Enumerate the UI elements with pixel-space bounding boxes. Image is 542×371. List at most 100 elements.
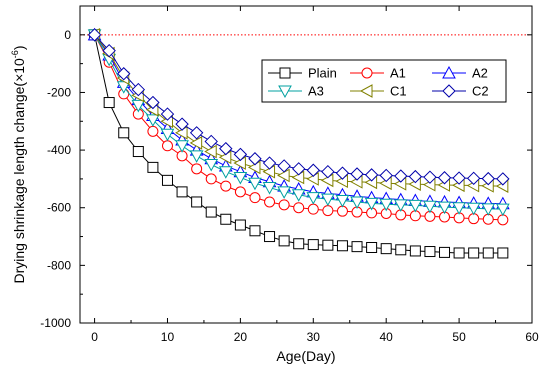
data-point-a3: [452, 202, 466, 215]
data-point-plain: [468, 247, 480, 259]
data-point-c2: [394, 169, 408, 183]
data-point-plain: [191, 196, 203, 208]
legend-marker: [279, 67, 291, 79]
legend-marker: [361, 67, 373, 79]
data-point-plain: [205, 206, 217, 218]
data-point-c2: [277, 159, 291, 173]
legend-marker: [442, 84, 456, 98]
data-point-a3: [495, 203, 510, 217]
data-point-c2: [364, 168, 379, 182]
data-point-c2: [423, 170, 437, 184]
data-point-plain: [176, 186, 188, 198]
data-point-c2: [262, 156, 277, 170]
data-point-c2: [350, 167, 364, 181]
legend: Plain A1 A2 A3 C1 C2: [261, 59, 507, 103]
data-point-c2: [496, 172, 510, 186]
data-point-plain: [293, 238, 305, 250]
data-point-a1: [307, 203, 319, 215]
data-point-c2: [189, 126, 204, 140]
y-axis-title-main: Drying shrinkage length change(×10: [11, 58, 27, 284]
data-point-plain: [278, 235, 290, 247]
data-point-a3: [481, 203, 496, 216]
legend-label: C2: [472, 84, 489, 99]
data-point-a3: [175, 140, 189, 153]
data-point-c2: [481, 171, 495, 186]
data-point-plain: [424, 246, 436, 258]
data-point-c2: [306, 163, 320, 177]
data-point-c2: [466, 171, 481, 186]
y-axis-title-exponent: -6: [10, 50, 20, 58]
data-point-c2: [102, 43, 116, 58]
data-point-c2: [117, 67, 131, 81]
data-point-a3: [437, 201, 452, 215]
data-point-a3: [262, 182, 277, 195]
legend-box: [261, 59, 507, 103]
data-point-a3: [466, 202, 481, 216]
legend-label: Plain: [308, 66, 337, 81]
data-point-a1: [278, 199, 290, 211]
data-point-c2: [292, 162, 306, 176]
legend-item-plain: Plain: [268, 66, 337, 81]
data-point-c2: [160, 107, 175, 121]
data-point-a1: [147, 125, 159, 137]
data-point-a3: [277, 186, 291, 199]
data-point-a3: [131, 99, 146, 113]
data-point-plain: [380, 243, 392, 255]
data-point-a3: [393, 199, 408, 212]
data-point-a1: [205, 173, 217, 185]
data-point-plain: [103, 97, 115, 109]
data-point-c2: [233, 147, 248, 162]
data-point-plain: [497, 247, 509, 259]
data-point-plain: [453, 247, 465, 259]
data-point-c1: [189, 136, 203, 150]
y-axis-title: Drying shrinkage length change(×10-6): [10, 46, 27, 284]
y-tick-label: 0: [64, 28, 71, 42]
data-point-plain: [336, 240, 348, 252]
series-plain: [89, 29, 509, 259]
data-point-c2: [131, 82, 146, 97]
plot-frame: [79, 5, 533, 324]
legend-marker: [278, 85, 292, 99]
data-point-a3: [423, 200, 437, 214]
y-axis-title-close: ): [11, 46, 27, 51]
data-point-c2: [335, 166, 350, 180]
data-point-a1: [322, 205, 334, 217]
data-point-a1: [264, 196, 276, 208]
data-point-a3: [379, 198, 394, 212]
data-point-plain: [351, 241, 363, 253]
data-point-a1: [234, 186, 246, 198]
data-point-c1: [204, 144, 217, 159]
data-point-plain: [409, 245, 421, 257]
y-tick-label: -600: [47, 201, 71, 215]
legend-item-c1: C1: [350, 84, 407, 99]
x-tick-label: 10: [161, 330, 175, 344]
x-tick-label: 40: [380, 330, 394, 344]
data-point-plain: [147, 161, 159, 173]
x-tick-label: 0: [91, 330, 98, 344]
data-point-a1: [161, 140, 173, 152]
data-point-a3: [364, 197, 379, 211]
data-point-c2: [87, 28, 102, 42]
data-point-a1: [336, 205, 348, 217]
legend-marker: [442, 65, 456, 79]
legend-item-a2: A2: [432, 66, 488, 81]
y-tick-label: -400: [47, 143, 71, 157]
data-point-a3: [233, 171, 248, 185]
data-point-a3: [189, 150, 204, 163]
data-point-a1: [293, 202, 305, 214]
x-tick-label: 30: [307, 330, 321, 344]
data-point-a3: [408, 199, 423, 213]
legend-label: A3: [308, 84, 324, 99]
legend-label: A1: [390, 66, 406, 81]
data-point-a3: [248, 177, 262, 191]
data-point-a3: [204, 159, 219, 172]
legend-label: A2: [472, 66, 488, 81]
data-point-a3: [291, 189, 306, 202]
data-point-a3: [146, 114, 160, 127]
data-point-c2: [408, 169, 423, 184]
data-point-c2: [452, 171, 466, 185]
data-point-a3: [160, 128, 175, 142]
y-tick-label: -800: [47, 258, 71, 272]
data-point-a1: [497, 214, 509, 226]
x-tick-label: 50: [452, 330, 466, 344]
